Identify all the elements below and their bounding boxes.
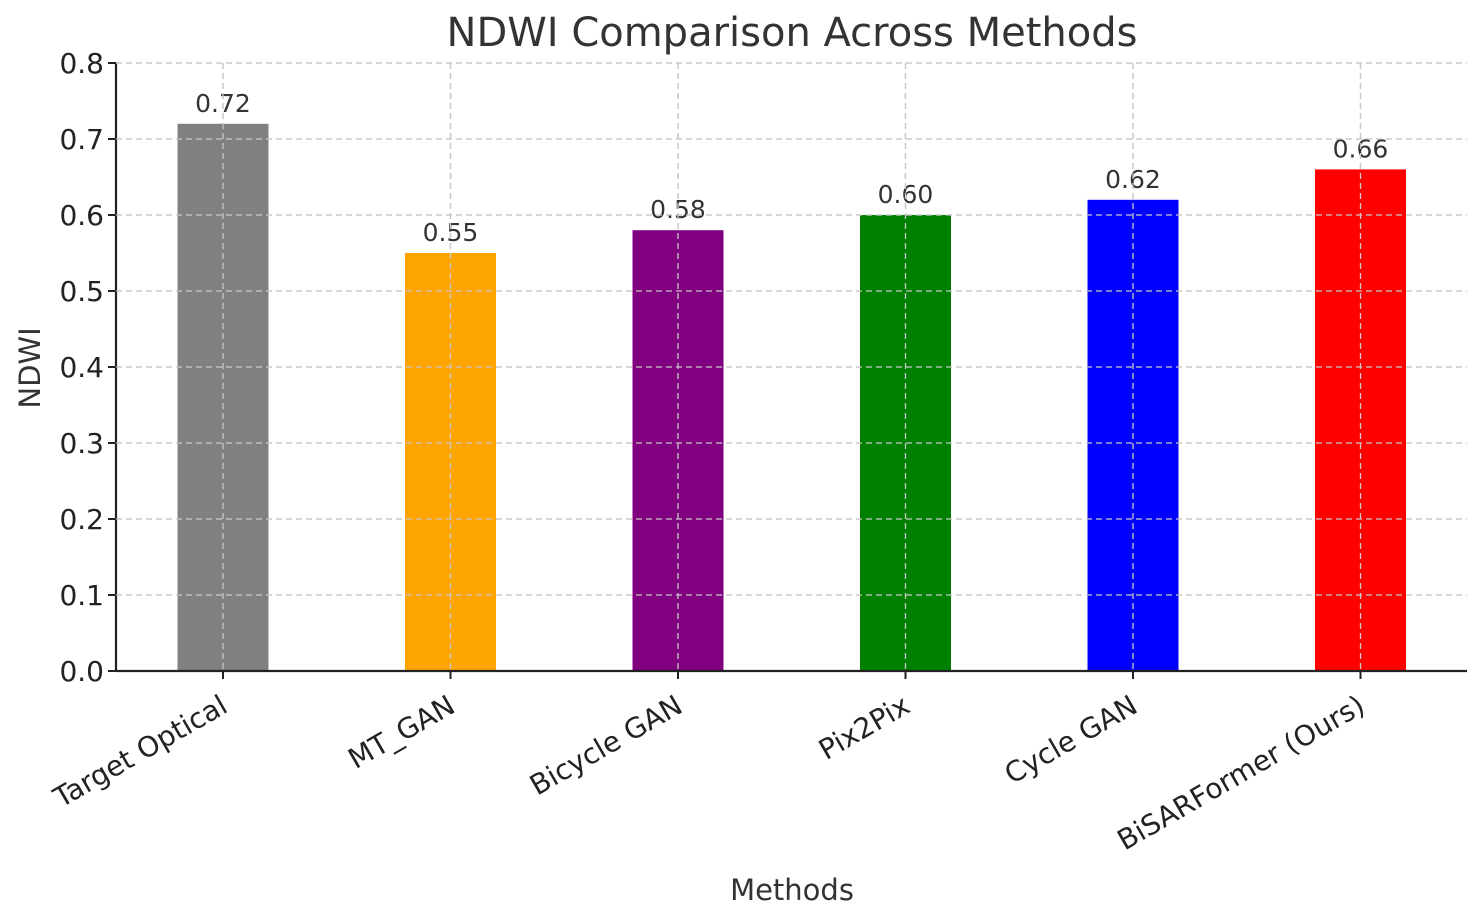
data-labels: 0.720.550.580.600.620.66 xyxy=(116,62,1467,671)
x-tick-label: BiSARFormer (Ours) xyxy=(1112,688,1371,856)
x-tick-label: MT_GAN xyxy=(343,688,461,775)
x-axis-label: Methods xyxy=(730,873,854,907)
y-tick-label: 0.6 xyxy=(59,199,104,232)
y-tick-labels: 0.0 0.1 0.2 0.3 0.4 0.5 0.6 0.7 0.8 xyxy=(59,47,104,688)
y-tick-label: 0.5 xyxy=(59,275,104,308)
data-label: 0.58 xyxy=(650,195,706,224)
y-tick-label: 0.4 xyxy=(59,351,104,384)
x-tick-label: Bicycle GAN xyxy=(524,688,688,802)
data-label: 0.62 xyxy=(1105,165,1161,194)
axes xyxy=(108,62,1467,679)
y-tick-label: 0.0 xyxy=(59,655,104,688)
x-tick-labels: Target Optical MT_GAN Bicycle GAN Pix2Pix Cy… xyxy=(47,688,1370,856)
bars xyxy=(177,123,1406,672)
chart-title: NDWI Comparison Across Methods xyxy=(447,10,1138,56)
y-axis-label: NDWI xyxy=(13,327,47,408)
bar xyxy=(405,253,496,671)
y-tick-label: 0.2 xyxy=(59,503,104,536)
y-tick-label: 0.3 xyxy=(59,427,104,460)
y-tick-label: 0.8 xyxy=(59,47,104,80)
x-tick-label: Target Optical xyxy=(47,688,233,814)
x-tick-label: Pix2Pix xyxy=(813,688,915,766)
y-tick-label: 0.7 xyxy=(59,123,104,156)
data-label: 0.55 xyxy=(423,218,479,247)
x-tick-label: Cycle GAN xyxy=(999,688,1143,790)
y-tick-label: 0.1 xyxy=(59,579,104,612)
